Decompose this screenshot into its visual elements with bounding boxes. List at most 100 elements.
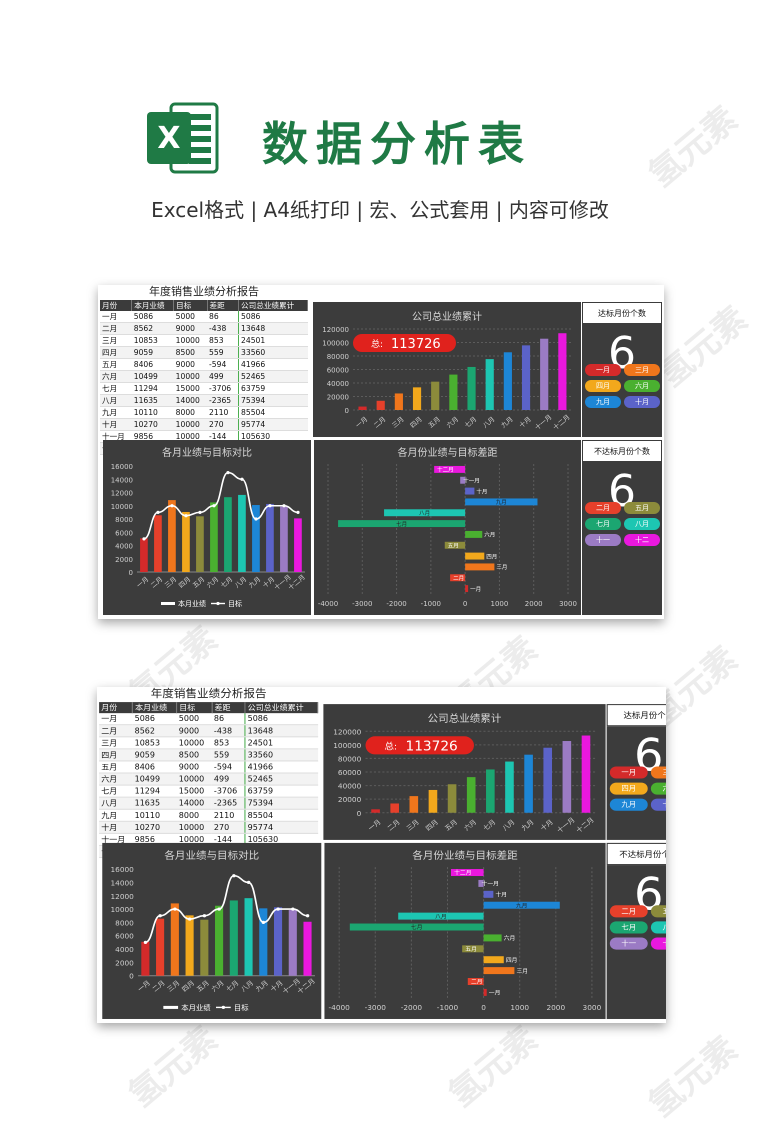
table-cell: 9059 <box>131 346 174 359</box>
table-cell: 四月 <box>100 346 132 359</box>
y-tick-label: 40000 <box>338 782 362 791</box>
y-tick-label: 16000 <box>110 865 134 874</box>
table-cell: 15000 <box>173 382 208 395</box>
x-tick-label: 七月 <box>219 574 235 589</box>
x-tick-label: -4000 <box>329 1003 351 1012</box>
table-cell: 8000 <box>173 406 208 419</box>
bar-label: 二月 <box>471 979 483 986</box>
gap-bar <box>483 988 487 996</box>
target-point <box>187 917 192 921</box>
cumulative-bar <box>390 803 399 813</box>
table-cell: 五月 <box>99 760 133 774</box>
bar-label: 五月 <box>448 542 459 549</box>
table-cell: 63759 <box>238 382 308 395</box>
cumulative-bar <box>394 393 403 410</box>
cumulative-bar <box>562 741 572 813</box>
watermark: 氢元素 <box>121 1019 226 1116</box>
gap-bar <box>467 978 484 985</box>
table-cell: 52465 <box>238 370 308 383</box>
column-header: 差距 <box>211 702 246 714</box>
month-pill: 十一 <box>585 534 621 546</box>
legend-bar-swatch <box>163 1005 179 1009</box>
target-point <box>170 504 174 508</box>
x-tick-label: 四月 <box>177 575 192 589</box>
month-pill: 十二 <box>650 937 666 950</box>
table-cell: 五月 <box>100 358 132 371</box>
table-cell: 499 <box>207 370 239 383</box>
y-tick-label: 2000 <box>115 556 133 564</box>
y-tick-label: 8000 <box>115 516 133 524</box>
table-cell: 二月 <box>100 322 132 335</box>
x-tick-label: 二月 <box>386 818 402 832</box>
table-cell: 六月 <box>100 370 132 383</box>
gap-bar <box>483 956 504 964</box>
total-badge <box>365 736 474 755</box>
target-point <box>143 940 148 945</box>
month-pill: 五月 <box>650 905 666 918</box>
month-pill: 十二 <box>624 534 660 546</box>
bar-label: 七月 <box>396 520 407 528</box>
y-tick-label: 12000 <box>110 892 134 901</box>
legend-label: 本月业绩 <box>178 599 206 608</box>
bar-label: 三月 <box>517 968 529 975</box>
month-pill: 八月 <box>650 921 666 934</box>
x-tick-label: 九月 <box>499 414 515 429</box>
comparison-chart-title: 各月业绩与目标对比 <box>162 448 252 459</box>
month-pill: 四月 <box>585 380 621 392</box>
report-table: 月份 本月业绩 目标 差距 公司总业绩累计 一月 5086 5000 86 5086 二月 8562… <box>100 300 308 455</box>
performance-bar <box>141 941 150 976</box>
table-cell: 10000 <box>173 418 208 431</box>
x-tick-label: 3000 <box>559 600 577 608</box>
gap-bar <box>483 934 502 942</box>
performance-bar <box>182 511 190 572</box>
y-tick-label: 100000 <box>322 340 349 348</box>
table-cell: 10270 <box>132 821 177 834</box>
legend-label: 本月业绩 <box>181 1003 210 1012</box>
performance-bar <box>238 494 246 572</box>
performance-bar <box>168 500 176 572</box>
y-tick-label: 0 <box>129 569 133 577</box>
table-row: 六月 10499 10000 499 52465 <box>99 773 318 786</box>
x-tick-label: 十月 <box>538 817 554 832</box>
y-tick-label: 120000 <box>333 727 361 736</box>
total-badge <box>353 334 456 352</box>
y-tick-label: 20000 <box>338 795 362 804</box>
column-header: 月份 <box>99 702 134 714</box>
table-cell: 853 <box>211 736 245 750</box>
x-tick-label: 七月 <box>481 817 497 832</box>
performance-bar <box>244 898 253 976</box>
column-header: 本月业绩 <box>131 300 175 311</box>
cumulative-bar <box>581 735 591 813</box>
x-tick-label: 2000 <box>546 1003 565 1012</box>
target-point <box>158 914 162 918</box>
target-point <box>296 510 300 514</box>
x-tick-label: -1000 <box>421 600 441 608</box>
column-header: 目标 <box>176 702 213 714</box>
table-row: 十月 10270 10000 270 95774 <box>99 821 318 834</box>
table-cell: 24501 <box>244 736 318 750</box>
performance-bar <box>210 502 218 572</box>
table-cell: 七月 <box>99 785 133 798</box>
x-tick-label: 0 <box>463 600 467 608</box>
x-tick-label: 一月 <box>135 575 150 589</box>
y-tick-label: 20000 <box>327 394 349 402</box>
table-cell: 七月 <box>100 382 132 395</box>
x-tick-label: 四月 <box>180 979 196 993</box>
table-cell: 5086 <box>132 713 177 726</box>
legend-label: 目标 <box>228 599 242 608</box>
table-cell: -2365 <box>211 797 245 810</box>
column-header: 公司总业绩累计 <box>244 702 319 714</box>
table-cell: 85504 <box>244 809 318 822</box>
performance-bar <box>273 907 283 976</box>
performance-bar <box>229 900 238 976</box>
cumulative-bar <box>543 747 553 813</box>
table-cell: 10853 <box>131 334 174 347</box>
performance-bar <box>224 497 232 572</box>
bar-label: 十一月 <box>482 880 499 888</box>
table-cell: 一月 <box>99 713 133 726</box>
table-cell: 八月 <box>99 797 133 810</box>
month-pill: 一月 <box>585 364 621 376</box>
month-pill: 七月 <box>609 921 648 934</box>
month-pill: 六月 <box>624 380 660 392</box>
month-pill: 三月 <box>650 766 666 779</box>
